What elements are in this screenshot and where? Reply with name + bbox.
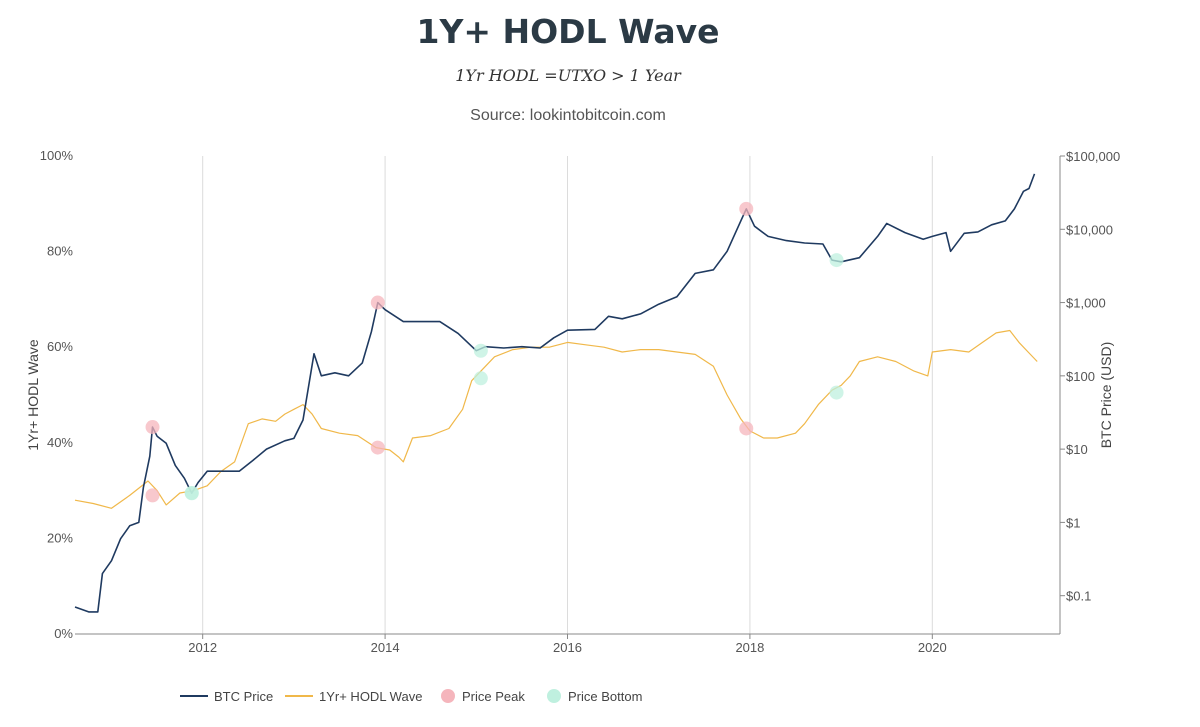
price-peak-marker-3 [145, 488, 160, 503]
y-right-axis-title: BTC Price (USD) [1098, 342, 1114, 449]
price-bottom-marker-11 [829, 385, 844, 400]
y-right-tick-label-2: $10 [1066, 442, 1088, 457]
y-left-tick-label-3: 60% [47, 339, 73, 354]
x-tick-label-2018: 2018 [735, 640, 764, 655]
price-bottom-marker-10 [473, 371, 488, 386]
price-peak-marker-2 [739, 201, 754, 216]
y-left-tick-label-4: 80% [47, 244, 73, 259]
y-right-tick-label-0: $0.1 [1066, 589, 1091, 604]
y-right-tick-label-6: $100,000 [1066, 149, 1120, 164]
axis-titles: 1Yr+ HODL Wave BTC Price (USD) [25, 339, 1114, 451]
legend-label-price-peak: Price Peak [462, 689, 525, 704]
y-right-tick-label-5: $10,000 [1066, 222, 1113, 237]
price-peak-marker-5 [739, 421, 754, 436]
y-left-tick-label-0: 0% [54, 626, 73, 641]
axes [75, 155, 1065, 639]
markers-layer [145, 201, 844, 503]
y-right-tick-label-1: $1 [1066, 515, 1080, 530]
legend-label-btc-price: BTC Price [214, 689, 273, 704]
series-layer [74, 173, 1038, 613]
y-right-tick-label-4: $1,000 [1066, 296, 1106, 311]
series-line-1yr-hodl-wave [74, 329, 1038, 509]
legend: BTC Price 1Yr+ HODL Wave Price Peak Price B… [180, 689, 642, 704]
y-left-tick-label-2: 40% [47, 435, 73, 450]
chart-title: 1Y+ HODL Wave [416, 12, 720, 51]
y-left-tick-label-1: 20% [47, 530, 73, 545]
x-tick-label-2014: 2014 [371, 640, 400, 655]
chart-source: Source: lookintobitcoin.com [470, 107, 666, 124]
y-left-tick-label-5: 100% [40, 148, 74, 163]
price-peak-marker-0 [145, 420, 160, 435]
chart-subtitle: 1Yr HODL =UTXO > 1 Year [455, 66, 681, 85]
price-bottom-marker-8 [829, 253, 844, 268]
legend-swatch-price-peak [441, 689, 455, 703]
series-line-btc-price [74, 173, 1036, 613]
x-tick-label-2016: 2016 [553, 640, 582, 655]
tick-labels: 2012 2014 2016 2018 2020 0% 20% 40% 60% 80% 100% $0… [40, 148, 1120, 655]
y-left-axis-title: 1Yr+ HODL Wave [25, 339, 41, 451]
x-tick-label-2020: 2020 [918, 640, 947, 655]
price-peak-marker-1 [370, 295, 385, 310]
price-bottom-marker-9 [184, 485, 199, 500]
x-tick-label-2012: 2012 [188, 640, 217, 655]
y-right-tick-label-3: $100 [1066, 369, 1095, 384]
price-peak-marker-4 [370, 440, 385, 455]
legend-label-1yr-hodl-wave: 1Yr+ HODL Wave [319, 689, 422, 704]
legend-swatch-price-bottom [547, 689, 561, 703]
price-bottom-marker-7 [473, 343, 488, 358]
grid-lines [202, 156, 933, 634]
legend-label-price-bottom: Price Bottom [568, 689, 642, 704]
